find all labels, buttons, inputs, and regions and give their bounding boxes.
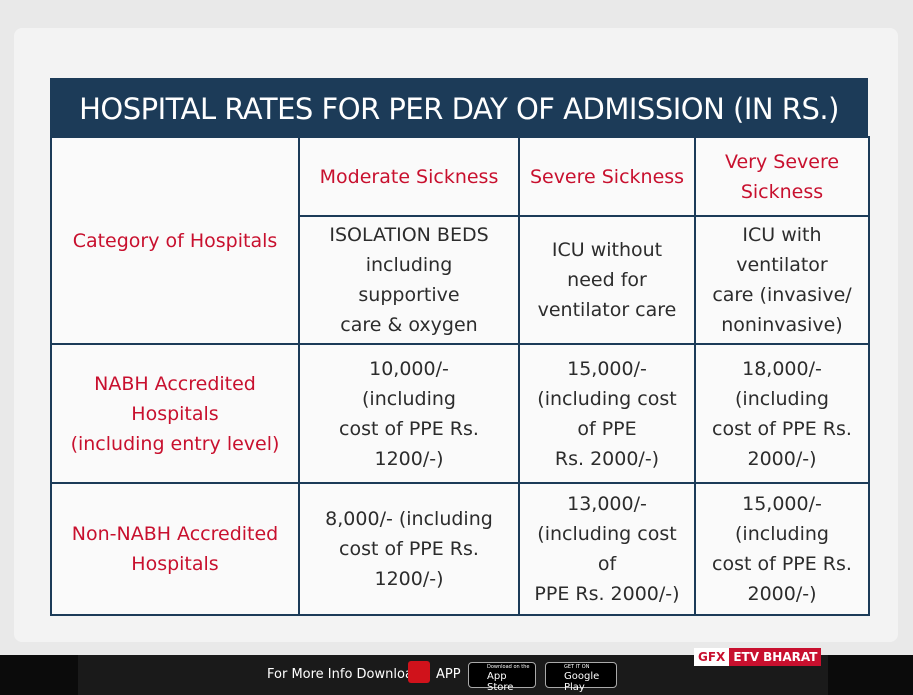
rate-cell: 15,000/- (including cost of PPE Rs. 2000… <box>694 482 870 616</box>
row-header: NABH Accredited Hospitals (including ent… <box>50 343 300 484</box>
footer-bar: For More Info Download APP Download on t… <box>78 655 828 695</box>
googleplay-badge[interactable]: GET IT ON Google Play <box>545 662 617 693</box>
level-cell: Very Severe Sickness <box>694 136 870 217</box>
badge-small: GET IT ON <box>564 664 590 670</box>
rate-cell: 10,000/- (including cost of PPE Rs. 1200… <box>298 343 520 484</box>
care-cell: ICU with ventilator care (invasive/ noni… <box>694 215 870 345</box>
app-text: APP <box>436 667 461 682</box>
badge-text: App Store <box>487 671 514 693</box>
appstore-badge[interactable]: Download on the App Store <box>468 662 536 693</box>
badge-small: Download on the <box>487 664 530 670</box>
row-header: Non-NABH Accredited Hospitals <box>50 482 300 616</box>
level-cell: Moderate Sickness <box>298 136 520 217</box>
brand: ETV BHARAT <box>729 648 822 666</box>
rates-table: Category of Hospitals Moderate Sickness … <box>50 136 870 616</box>
gfx-label: GFX ETV BHARAT <box>694 648 822 666</box>
rate-cell: 8,000/- (including cost of PPE Rs. 1200/… <box>298 482 520 616</box>
care-cell: ISOLATION BEDS including supportive care… <box>298 215 520 345</box>
gfx: GFX <box>698 650 726 664</box>
badge-text: Google Play <box>564 671 600 693</box>
title: HOSPITAL RATES FOR PER DAY OF ADMISSION … <box>50 78 868 136</box>
level-cell: Severe Sickness <box>518 136 696 217</box>
rate-cell: 18,000/- (including cost of PPE Rs. 2000… <box>694 343 870 484</box>
corner-cell: Category of Hospitals <box>50 136 300 345</box>
rate-cell: 13,000/- (including cost of PPE Rs. 2000… <box>518 482 696 616</box>
footer-text: For More Info Download <box>267 667 422 682</box>
care-cell: ICU without need for ventilator care <box>518 215 696 345</box>
app-logo <box>408 661 430 683</box>
rate-cell: 15,000/- (including cost of PPE Rs. 2000… <box>518 343 696 484</box>
